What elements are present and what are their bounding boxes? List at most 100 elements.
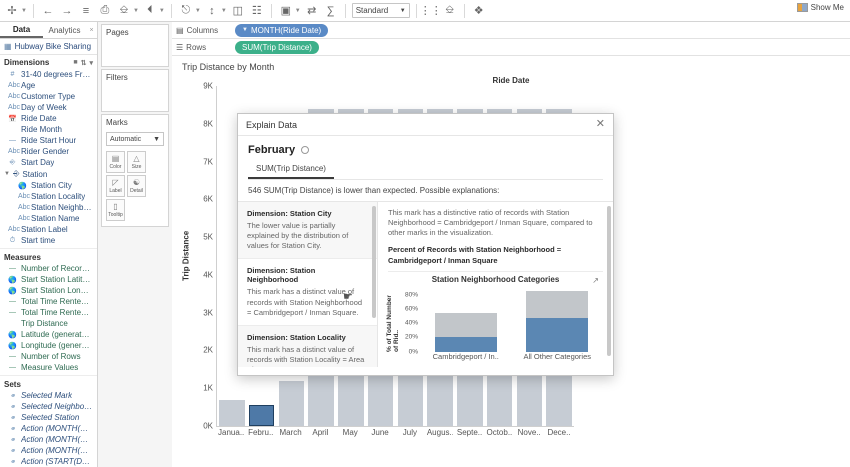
x-axis-tick[interactable]: Febru.. [248,428,274,437]
explanation-card-station-city[interactable]: Dimension: Station City The lower value … [238,202,377,260]
x-axis-tick[interactable]: Septe.. [456,428,483,437]
close-icon[interactable]: × [89,26,94,34]
bar-mark[interactable] [278,381,305,426]
x-axis-tick[interactable]: April [312,428,329,437]
x-axis-tick[interactable]: Augus.. [426,428,453,437]
filters-shelf[interactable] [102,85,168,111]
x-axis-tick[interactable]: March [279,428,302,437]
field-degrees[interactable]: #31-40 degrees Fres Ci... [0,69,97,80]
bar-mark[interactable] [219,399,245,426]
x-axis-tick[interactable]: July [402,428,417,437]
columns-shelf[interactable]: ▤ Columns ▼ MONTH(Ride Date) [172,22,850,39]
tab-sum-trip-distance[interactable]: SUM(Trip Distance) [248,162,334,179]
new-worksheet-icon[interactable]: ⎙ [100,4,110,16]
forward-icon[interactable]: → [61,4,73,17]
x-axis-tick[interactable]: May [342,428,358,437]
field-start-day[interactable]: ⎆ Start Day [0,157,97,168]
field-start-time[interactable]: ⏱ Start time [0,235,97,246]
totals-icon[interactable]: ∑ [326,4,335,17]
bar-mark[interactable] [248,405,275,426]
duplicate-chevron-icon[interactable]: ▼ [132,7,139,14]
set-action-start-day[interactable]: ⚭ Action (START(Day)... [0,456,97,467]
rows-shelf[interactable]: ☰ Rows SUM(Trip Distance) [172,39,850,56]
clear-icon[interactable]: ⏴ [147,4,153,16]
set-selected-station[interactable]: ⚭ Selected Station [0,412,97,423]
measure-latitude-generated[interactable]: 🌎 Latitude (generated) [0,329,97,340]
presentation-icon[interactable]: ⎒ [445,4,455,16]
explain-data-icon[interactable]: ❖ [473,5,484,17]
x-axis-tick[interactable]: Octob.. [486,428,513,437]
set-action-month-2[interactable]: ⚭ Action (MONTH(Ride Dat... [0,434,97,445]
dashboard-chevron-icon[interactable]: ▼ [294,7,301,14]
field-rider-gender[interactable]: Abc Rider Gender [0,146,97,157]
set-action-month-1[interactable]: ⚭ Action (MONTH(Ride Dat... [0,423,97,434]
x-axis-tick[interactable]: Dece.. [547,428,571,437]
field-ride-month[interactable]: Ride Month [0,124,97,135]
measure-total-time-hours[interactable]: — Total Time Rented (Hours) [0,296,97,307]
measure-number-of-rows[interactable]: — Number of Rows [0,351,97,362]
measure-total-time-minutes[interactable]: — Total Time Rented (Minutes) [0,307,97,318]
new-dashboard-icon[interactable]: ▣ [280,5,291,17]
chevron-down-icon[interactable]: ▼ [21,7,27,14]
x-axis-tick[interactable]: Janua.. [218,428,244,437]
pages-shelf[interactable] [102,40,168,66]
grid-view-icon[interactable]: ■ [73,59,78,66]
pill-sum-trip-distance[interactable]: SUM(Trip Distance) [235,40,319,54]
field-ride-date[interactable]: 📅 Ride Date [0,113,97,124]
field-station-locality[interactable]: Abc Station Locality [0,191,97,202]
fit-select[interactable]: Standard ▼ [351,3,410,18]
duplicate-icon[interactable]: ⎒ [119,4,129,16]
fit-axis-icon[interactable]: ⋮⋮ [419,5,442,17]
undo-chevron-icon[interactable]: ▼ [194,7,201,14]
measure-trip-distance[interactable]: Trip Distance [0,318,97,329]
swap-icon[interactable]: ⇄ [307,5,317,17]
sort-asc-icon[interactable]: ↕ [209,4,215,17]
set-selected-neighborhood[interactable]: ⚭ Selected Neighborhood [0,401,97,412]
field-station-name[interactable]: Abc Station Name [0,213,97,224]
marks-size-button[interactable]: △ Size [127,151,146,173]
save-icon[interactable]: ≡ [82,4,90,17]
explanation-card-station-neighborhood[interactable]: Dimension: Station Neighborhood This mar… [238,259,377,326]
show-me-button[interactable]: Show Me [796,3,844,12]
set-action-month-3[interactable]: ⚭ Action (MONTH(Ride Da... [0,445,97,456]
explanations-scrollbar[interactable] [372,206,376,318]
marks-type-select[interactable]: Automatic ▼ [106,132,164,146]
field-group-station[interactable]: ▼ ⎆ Station [0,168,97,180]
close-icon[interactable]: ✕ [595,118,605,130]
pill-month-ride-date[interactable]: ▼ MONTH(Ride Date) [235,23,329,37]
sort-chevron-icon[interactable]: ▼ [220,7,227,14]
undo-icon[interactable]: ⎋ [181,4,191,16]
field-station-city[interactable]: 🌎 Station City [0,180,97,191]
field-station-label[interactable]: Abc Station Label [0,224,97,235]
sort-fields-icon[interactable]: ⇅ [80,59,87,67]
marks-tooltip-button[interactable]: ▯ Tooltip [106,199,125,221]
pan-icon[interactable]: ✢ [7,5,17,17]
measure-start-station-latitude[interactable]: 🌎 Start Station Latitude [0,274,97,285]
explanations-list[interactable]: Dimension: Station City The lower value … [238,202,378,367]
field-day-of-week[interactable]: Abc Day of Week [0,102,97,113]
more-menu-icon[interactable]: ▾ [89,59,93,67]
set-selected-mark[interactable]: ⚭ Selected Mark [0,390,97,401]
explanation-card-station-locality[interactable]: Dimension: Station Locality This mark ha… [238,325,377,367]
marks-label-button[interactable]: ◸ Label [106,175,125,197]
mini-bar-mark[interactable] [434,337,497,352]
field-customer-type[interactable]: Abc Customer Type [0,91,97,102]
mini-bar-mark[interactable] [526,318,589,352]
marks-detail-button[interactable]: ☯ Detail [127,175,146,197]
x-axis-tick[interactable]: Nove.. [517,428,541,437]
measure-number-of-records[interactable]: — Number of Records in St... [0,263,97,274]
measure-longitude-generated[interactable]: 🌎 Longitude (generated) [0,340,97,351]
info-icon[interactable] [301,146,310,154]
marks-color-button[interactable]: ▤ Color [106,151,125,173]
detail-scrollbar[interactable] [607,206,611,356]
x-axis-tick[interactable]: June [371,428,389,437]
field-ride-start-hour[interactable]: — Ride Start Hour [0,135,97,146]
data-source-item[interactable]: ▦ Hubway Bike Sharing [0,39,97,55]
tab-analytics[interactable]: Analytics [48,25,81,35]
highlight-icon[interactable]: ◫ [232,5,243,17]
expand-icon[interactable]: ↗ [592,275,599,285]
back-icon[interactable]: ← [42,4,54,17]
measure-start-station-longitude[interactable]: 🌎 Start Station Longitude [0,285,97,296]
clear-chevron-icon[interactable]: ▼ [158,7,165,14]
